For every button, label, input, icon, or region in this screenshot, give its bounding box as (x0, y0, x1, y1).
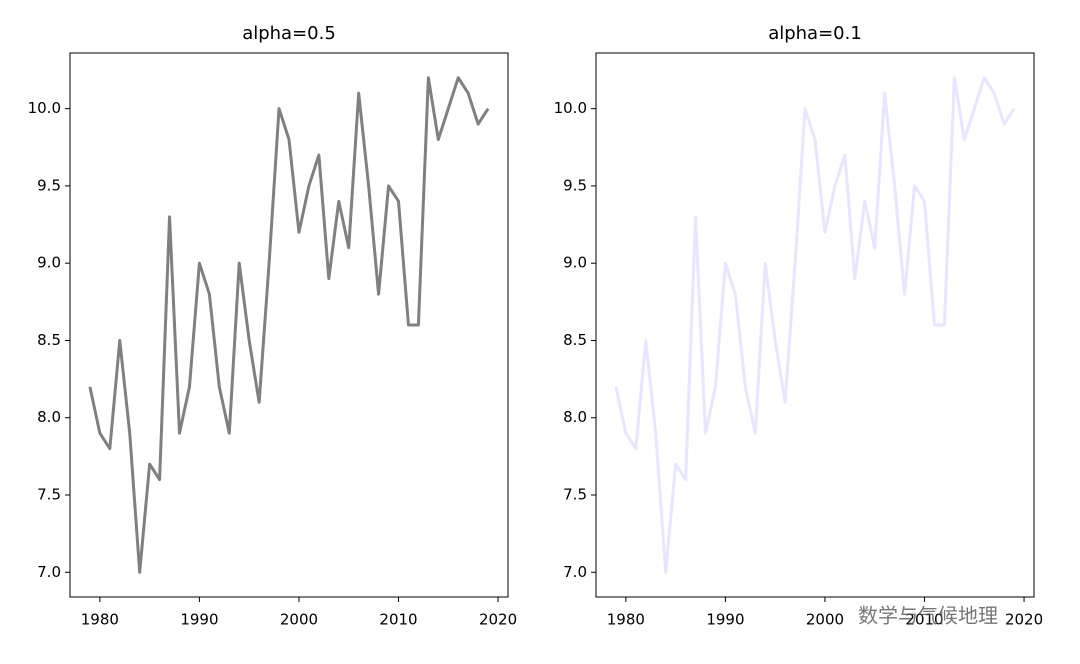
y-tick-label: 7.5 (37, 486, 61, 504)
y-tick-label: 8.0 (37, 408, 61, 426)
x-tick-label: 2010 (905, 611, 943, 629)
x-tick-label: 2000 (806, 611, 844, 629)
y-tick-label: 9.5 (37, 176, 61, 194)
y-tick-label: 9.0 (37, 254, 61, 272)
x-tick-label: 2020 (479, 611, 517, 629)
data-line (614, 76, 1016, 574)
y-tick-label: 8.5 (37, 331, 61, 349)
y-tick-label: 10.0 (554, 99, 587, 117)
y-tick-label: 7.5 (563, 486, 587, 504)
y-tick-label: 9.0 (563, 254, 587, 272)
chart-title: alpha=0.1 (768, 23, 862, 44)
x-tick-label: 1990 (180, 611, 218, 629)
axes-frame (595, 52, 1035, 598)
x-tick-label: 1980 (607, 611, 645, 629)
y-tick-label: 8.0 (563, 408, 587, 426)
data-line (88, 76, 490, 574)
y-tick-label: 7.0 (563, 563, 587, 581)
y-tick-label: 9.5 (563, 176, 587, 194)
x-tick-label: 2000 (280, 611, 318, 629)
watermark: 数学与气候地理 (858, 604, 998, 628)
x-tick-label: 2020 (1005, 611, 1043, 629)
x-tick-label: 2010 (379, 611, 417, 629)
y-tick-label: 7.0 (37, 563, 61, 581)
y-tick-label: 8.5 (563, 331, 587, 349)
chart-title: alpha=0.5 (242, 23, 336, 44)
x-tick-label: 1990 (706, 611, 744, 629)
x-tick-label: 1980 (81, 611, 119, 629)
axes-frame (69, 52, 509, 598)
y-tick-label: 10.0 (28, 99, 61, 117)
